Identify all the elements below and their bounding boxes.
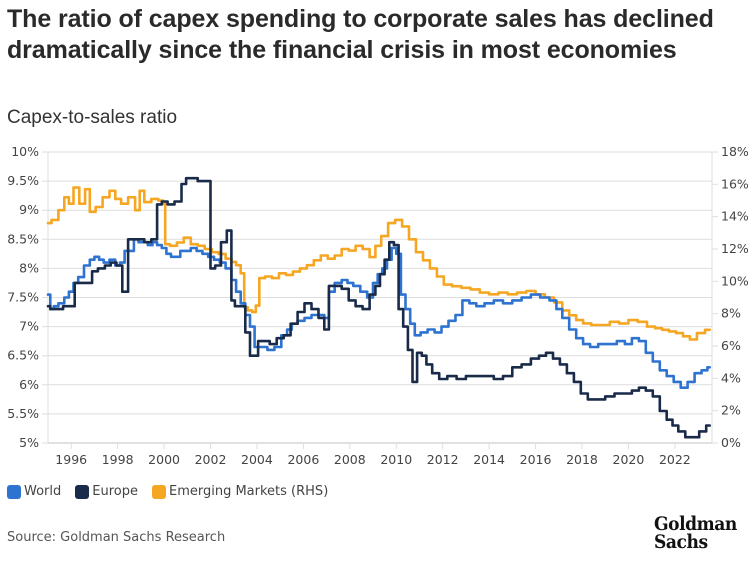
- y-right-tick-label: 4%: [721, 370, 741, 385]
- y-left-tick-label: 7%: [19, 319, 39, 334]
- y-right-tick-label: 18%: [721, 144, 749, 159]
- legend-item-europe[interactable]: Europe: [75, 484, 138, 499]
- y-left-tick-label: 6.5%: [7, 348, 39, 363]
- legend: World Europe Emerging Markets (RHS): [7, 484, 328, 499]
- x-tick-label: 2008: [334, 452, 366, 467]
- y-axis-left: 5% 5.5% 6% 6.5% 7% 7.5% 8% 8.5% 9% 9.5% 10%: [7, 144, 39, 450]
- source-note: Source: Goldman Sachs Research: [7, 530, 226, 545]
- x-tick-label: 2010: [380, 452, 412, 467]
- x-tick-label: 2012: [427, 452, 459, 467]
- x-tick-label: 2018: [566, 452, 598, 467]
- legend-label-europe: Europe: [92, 484, 138, 499]
- chart-subtitle: Capex-to-sales ratio: [7, 107, 178, 128]
- y-left-tick-label: 8.5%: [7, 231, 39, 246]
- y-right-tick-label: 8%: [721, 306, 741, 321]
- goldman-sachs-logo: Goldman Sachs: [654, 513, 737, 553]
- y-axis-right: 0% 2% 4% 6% 8% 10% 12% 14% 16% 18%: [712, 144, 749, 450]
- legend-swatch-europe: [75, 484, 90, 499]
- y-right-tick-label: 6%: [721, 338, 741, 353]
- y-left-tick-label: 5%: [19, 435, 39, 450]
- legend-swatch-world: [7, 484, 21, 499]
- y-left-tick-label: 8%: [19, 260, 39, 275]
- series-line-emerging-markets-rhs: [46, 186, 711, 341]
- y-left-tick-label: 6%: [19, 377, 39, 392]
- x-tick-label: 2014: [473, 452, 505, 467]
- legend-label-world: World: [24, 484, 62, 499]
- y-right-tick-label: 16%: [721, 176, 749, 191]
- legend-swatch-emerging-markets: [151, 484, 166, 499]
- series-line-world: [46, 238, 711, 389]
- x-tick-label: 2006: [287, 452, 319, 467]
- x-tick-label: 2016: [520, 452, 552, 467]
- x-tick-label: 2004: [241, 452, 273, 467]
- logo-line-2: Sachs: [654, 531, 708, 553]
- y-left-tick-label: 10%: [11, 144, 39, 159]
- legend-label-emerging-markets: Emerging Markets (RHS): [168, 484, 329, 499]
- x-tick-label: 2022: [659, 452, 691, 467]
- x-tick-label: 1998: [102, 452, 134, 467]
- x-tick-label: 1996: [55, 452, 87, 467]
- x-tick-label: 2002: [195, 452, 227, 467]
- series-lines: [46, 176, 711, 439]
- chart-title: The ratio of capex spending to corporate…: [7, 5, 714, 64]
- y-right-tick-label: 0%: [721, 435, 741, 450]
- line-chart: 5% 5.5% 6% 6.5% 7% 7.5% 8% 8.5% 9% 9.5% 10% 0% 2% 4%…: [7, 144, 749, 467]
- y-left-tick-label: 5.5%: [7, 406, 39, 421]
- x-tick-label: 2020: [613, 452, 645, 467]
- gridlines: [42, 151, 713, 444]
- legend-item-emerging-markets[interactable]: Emerging Markets (RHS): [151, 484, 329, 499]
- y-right-tick-label: 2%: [721, 403, 741, 418]
- y-left-tick-label: 7.5%: [7, 290, 39, 305]
- x-axis: 1996 1998 2000 2002 2004 2006 2008 2010 2012 2014…: [55, 443, 691, 467]
- logo-line-1: Goldman: [654, 513, 737, 535]
- y-right-tick-label: 14%: [721, 209, 749, 224]
- series-line-europe: [46, 176, 711, 439]
- x-tick-label: 2000: [148, 452, 180, 467]
- legend-item-world[interactable]: World: [7, 484, 61, 499]
- y-left-tick-label: 9.5%: [7, 173, 39, 188]
- y-right-tick-label: 10%: [721, 273, 749, 288]
- y-left-tick-label: 9%: [19, 202, 39, 217]
- y-right-tick-label: 12%: [721, 241, 749, 256]
